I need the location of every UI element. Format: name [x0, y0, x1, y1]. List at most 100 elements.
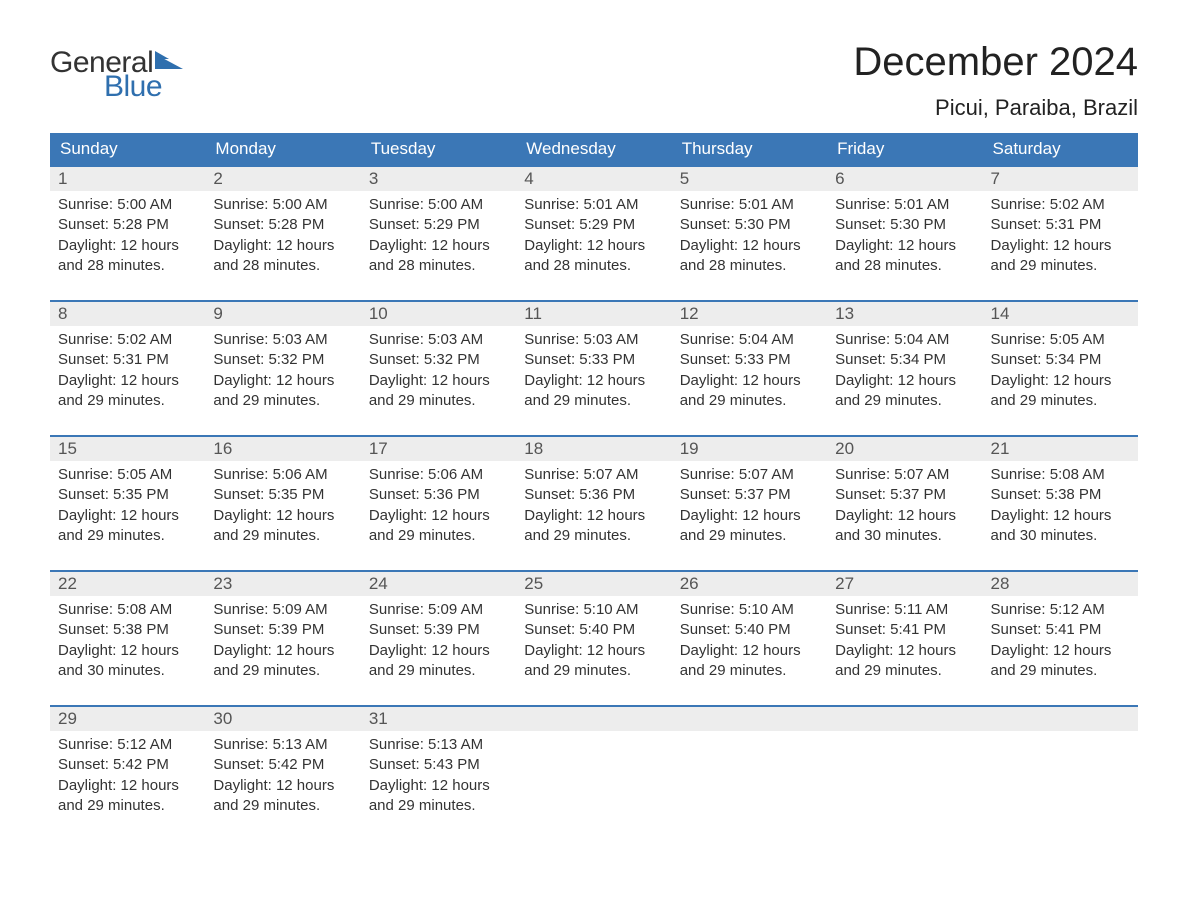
day-number-row: 22232425262728 — [50, 570, 1138, 596]
daylight-line-2: and 29 minutes. — [991, 256, 1130, 276]
daylight-line-2: and 29 minutes. — [524, 661, 663, 681]
sunset-line: Sunset: 5:31 PM — [991, 215, 1130, 235]
daylight-line-1: Daylight: 12 hours — [991, 236, 1130, 256]
sunrise-line: Sunrise: 5:13 AM — [369, 735, 508, 755]
daylight-line-1: Daylight: 12 hours — [213, 506, 352, 526]
day-number-row: 1234567 — [50, 165, 1138, 191]
logo-word-blue: Blue — [104, 70, 183, 104]
sunset-line: Sunset: 5:42 PM — [213, 755, 352, 775]
sunrise-line: Sunrise: 5:11 AM — [835, 600, 974, 620]
sunrise-line: Sunrise: 5:13 AM — [213, 735, 352, 755]
day-number-cell: 25 — [516, 572, 671, 596]
calendar-week: 15161718192021Sunrise: 5:05 AMSunset: 5:… — [50, 435, 1138, 552]
sunset-line: Sunset: 5:36 PM — [524, 485, 663, 505]
daylight-line-1: Daylight: 12 hours — [524, 506, 663, 526]
day-content-cell: Sunrise: 5:01 AMSunset: 5:30 PMDaylight:… — [672, 191, 827, 282]
daylight-line-2: and 28 minutes. — [524, 256, 663, 276]
sunset-line: Sunset: 5:33 PM — [524, 350, 663, 370]
calendar-week: 293031Sunrise: 5:12 AMSunset: 5:42 PMDay… — [50, 705, 1138, 822]
sunset-line: Sunset: 5:29 PM — [369, 215, 508, 235]
sunset-line: Sunset: 5:32 PM — [213, 350, 352, 370]
day-content-cell: Sunrise: 5:00 AMSunset: 5:28 PMDaylight:… — [205, 191, 360, 282]
sunrise-line: Sunrise: 5:09 AM — [369, 600, 508, 620]
day-number-cell: 8 — [50, 302, 205, 326]
daylight-line-1: Daylight: 12 hours — [680, 641, 819, 661]
day-number-cell: 27 — [827, 572, 982, 596]
weekday-header-row: SundayMondayTuesdayWednesdayThursdayFrid… — [50, 133, 1138, 165]
day-content-cell: Sunrise: 5:09 AMSunset: 5:39 PMDaylight:… — [205, 596, 360, 687]
sunset-line: Sunset: 5:30 PM — [835, 215, 974, 235]
daylight-line-1: Daylight: 12 hours — [213, 776, 352, 796]
day-number-cell: 2 — [205, 167, 360, 191]
day-number-cell: 10 — [361, 302, 516, 326]
daylight-line-2: and 29 minutes. — [213, 391, 352, 411]
sunset-line: Sunset: 5:43 PM — [369, 755, 508, 775]
sunrise-line: Sunrise: 5:07 AM — [680, 465, 819, 485]
daylight-line-1: Daylight: 12 hours — [369, 506, 508, 526]
daylight-line-1: Daylight: 12 hours — [369, 371, 508, 391]
sunrise-line: Sunrise: 5:07 AM — [835, 465, 974, 485]
sunrise-line: Sunrise: 5:07 AM — [524, 465, 663, 485]
sunrise-line: Sunrise: 5:12 AM — [991, 600, 1130, 620]
day-number-cell: 4 — [516, 167, 671, 191]
day-number-cell: 5 — [672, 167, 827, 191]
day-number-cell: 31 — [361, 707, 516, 731]
weekday-header-cell: Thursday — [672, 133, 827, 165]
day-number-cell: 7 — [983, 167, 1138, 191]
sunset-line: Sunset: 5:40 PM — [524, 620, 663, 640]
daylight-line-1: Daylight: 12 hours — [680, 371, 819, 391]
sunrise-line: Sunrise: 5:01 AM — [835, 195, 974, 215]
sunrise-line: Sunrise: 5:01 AM — [680, 195, 819, 215]
daylight-line-2: and 30 minutes. — [835, 526, 974, 546]
sunrise-line: Sunrise: 5:12 AM — [58, 735, 197, 755]
day-content-cell: Sunrise: 5:01 AMSunset: 5:30 PMDaylight:… — [827, 191, 982, 282]
sunset-line: Sunset: 5:38 PM — [58, 620, 197, 640]
sunrise-line: Sunrise: 5:00 AM — [369, 195, 508, 215]
day-content-cell: Sunrise: 5:04 AMSunset: 5:34 PMDaylight:… — [827, 326, 982, 417]
daylight-line-2: and 30 minutes. — [991, 526, 1130, 546]
daylight-line-2: and 29 minutes. — [369, 796, 508, 816]
weekday-header-cell: Saturday — [983, 133, 1138, 165]
day-number-cell: 23 — [205, 572, 360, 596]
daylight-line-2: and 29 minutes. — [680, 391, 819, 411]
day-content-cell: Sunrise: 5:07 AMSunset: 5:36 PMDaylight:… — [516, 461, 671, 552]
day-content-cell: Sunrise: 5:10 AMSunset: 5:40 PMDaylight:… — [672, 596, 827, 687]
daylight-line-1: Daylight: 12 hours — [835, 236, 974, 256]
sunset-line: Sunset: 5:39 PM — [213, 620, 352, 640]
calendar-week: 891011121314Sunrise: 5:02 AMSunset: 5:31… — [50, 300, 1138, 417]
sunrise-line: Sunrise: 5:04 AM — [680, 330, 819, 350]
day-number-cell: 21 — [983, 437, 1138, 461]
weekday-header-cell: Monday — [205, 133, 360, 165]
sunset-line: Sunset: 5:32 PM — [369, 350, 508, 370]
sunrise-line: Sunrise: 5:06 AM — [369, 465, 508, 485]
sunrise-line: Sunrise: 5:02 AM — [991, 195, 1130, 215]
daylight-line-1: Daylight: 12 hours — [369, 776, 508, 796]
day-number-cell: 28 — [983, 572, 1138, 596]
day-content-cell: Sunrise: 5:01 AMSunset: 5:29 PMDaylight:… — [516, 191, 671, 282]
sunrise-line: Sunrise: 5:10 AM — [680, 600, 819, 620]
daylight-line-2: and 28 minutes. — [835, 256, 974, 276]
daylight-line-1: Daylight: 12 hours — [58, 776, 197, 796]
day-number-row: 293031 — [50, 705, 1138, 731]
day-number-cell: 13 — [827, 302, 982, 326]
day-content-cell: Sunrise: 5:04 AMSunset: 5:33 PMDaylight:… — [672, 326, 827, 417]
daylight-line-2: and 29 minutes. — [58, 526, 197, 546]
sunset-line: Sunset: 5:33 PM — [680, 350, 819, 370]
sunset-line: Sunset: 5:42 PM — [58, 755, 197, 775]
weekday-header-cell: Sunday — [50, 133, 205, 165]
sunset-line: Sunset: 5:30 PM — [680, 215, 819, 235]
daylight-line-2: and 28 minutes. — [680, 256, 819, 276]
day-content-row: Sunrise: 5:05 AMSunset: 5:35 PMDaylight:… — [50, 461, 1138, 552]
day-number-cell: 16 — [205, 437, 360, 461]
daylight-line-1: Daylight: 12 hours — [524, 236, 663, 256]
sunrise-line: Sunrise: 5:08 AM — [58, 600, 197, 620]
daylight-line-2: and 29 minutes. — [58, 391, 197, 411]
daylight-line-1: Daylight: 12 hours — [58, 371, 197, 391]
sunrise-line: Sunrise: 5:10 AM — [524, 600, 663, 620]
sunset-line: Sunset: 5:28 PM — [213, 215, 352, 235]
day-number-cell: 26 — [672, 572, 827, 596]
daylight-line-1: Daylight: 12 hours — [369, 236, 508, 256]
sunset-line: Sunset: 5:41 PM — [991, 620, 1130, 640]
daylight-line-2: and 29 minutes. — [58, 796, 197, 816]
sunset-line: Sunset: 5:37 PM — [680, 485, 819, 505]
